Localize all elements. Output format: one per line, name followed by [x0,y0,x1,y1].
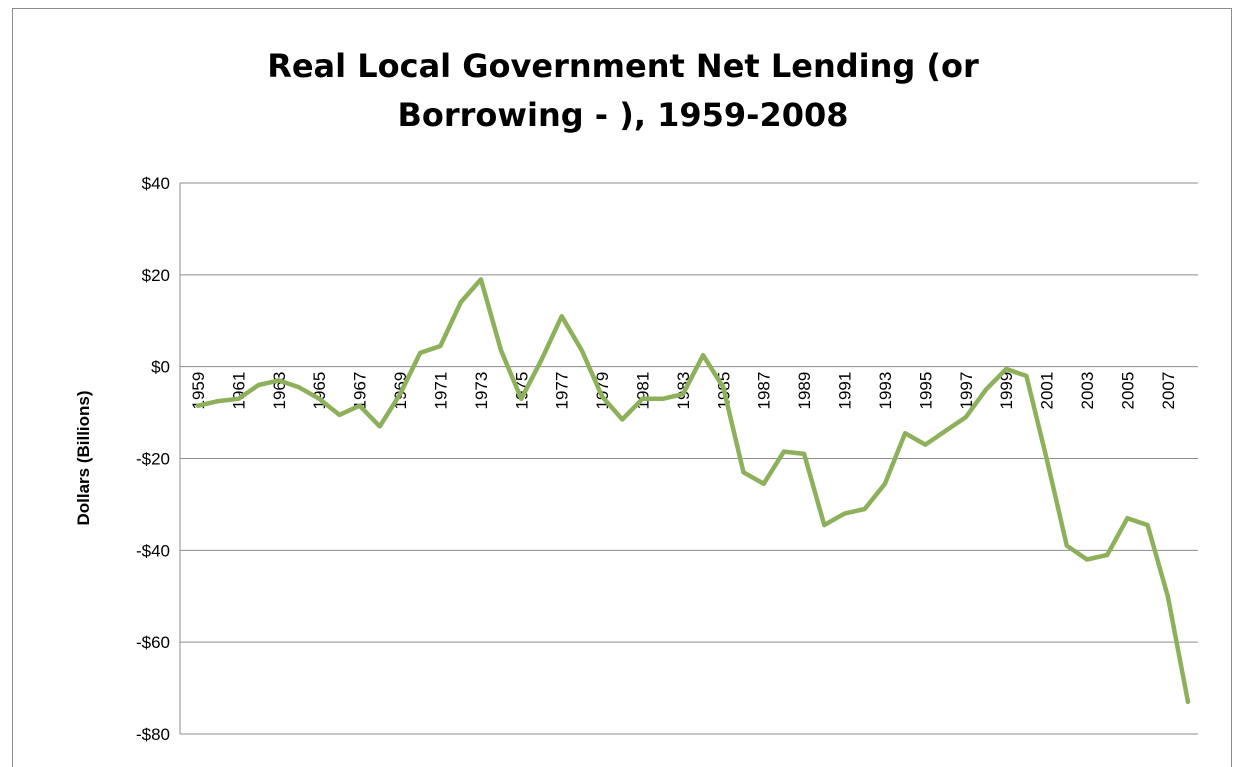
x-tick-label: 1991 [836,372,855,410]
x-tick-label: 2001 [1038,372,1057,410]
x-tick-label: 1977 [553,372,572,410]
y-axis-label: Dollars (Billions) [74,390,93,525]
x-tick-label: 1993 [876,372,895,410]
x-tick-label: 1999 [997,372,1016,410]
x-tick-label: 1959 [189,372,208,410]
x-tick-label: 1995 [916,372,935,410]
y-tick-label: $0 [151,358,170,377]
y-tick-label: -$20 [136,450,170,469]
x-tick-label: 2007 [1159,372,1178,410]
x-tick-label: 2003 [1078,372,1097,410]
x-tick-label: 2005 [1118,372,1137,410]
chart-title-line-1: Real Local Government Net Lending (or [267,47,979,85]
x-tick-label: 1973 [472,372,491,410]
x-tick-label: 1963 [270,372,289,410]
chart-title: Real Local Government Net Lending (or Bo… [0,42,1246,140]
y-tick-label: -$40 [136,541,170,560]
chart-title-line-2: Borrowing - ), 1959-2008 [397,96,849,134]
x-tick-label: 1971 [431,372,450,410]
x-tick-label: 1967 [351,372,370,410]
x-tick-label: 1989 [795,372,814,410]
y-tick-label: -$80 [136,725,170,744]
x-tick-label: 1975 [512,372,531,410]
series-line [195,277,1191,705]
y-tick-label: -$60 [136,633,170,652]
y-tick-label: $20 [142,266,170,285]
x-tick-label: 1987 [755,372,774,410]
y-tick-label: $40 [142,174,170,193]
x-tick-label: 1961 [229,372,248,410]
x-tick-label: 1965 [310,372,329,410]
x-tick-label: 1997 [957,372,976,410]
